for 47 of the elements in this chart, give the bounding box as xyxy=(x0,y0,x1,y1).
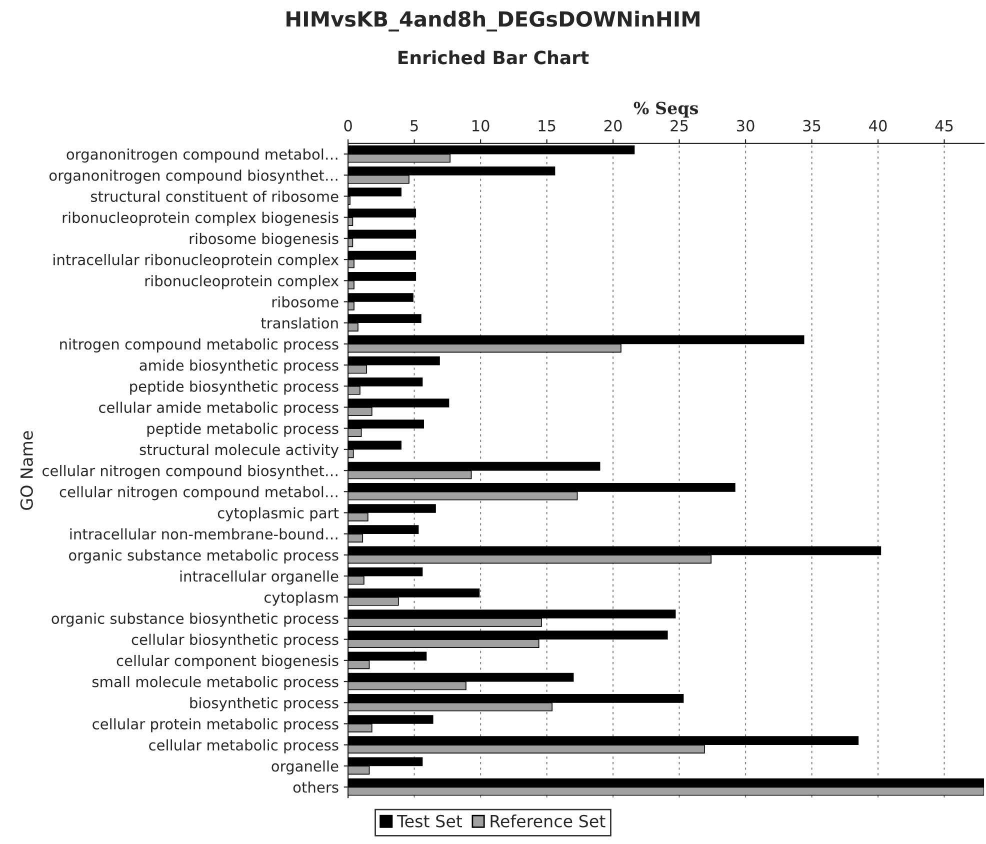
legend-label: Reference Set xyxy=(490,814,606,828)
x-tick-label: 20 xyxy=(604,120,622,132)
y-tick-label: cellular nitrogen compound biosynthet… xyxy=(42,464,338,480)
y-tick-label: cytoplasmic part xyxy=(218,507,339,522)
y-tick-label: cellular metabolic process xyxy=(149,739,338,754)
chart-subtitle: Enriched Bar Chart xyxy=(398,50,589,64)
y-tick-label: amide biosynthetic process xyxy=(140,359,338,374)
y-tick-label: intracellular non-membrane-bound… xyxy=(70,528,338,540)
y-tick-label: structural constituent of ribosome xyxy=(90,190,338,202)
y-tick-label: organic substance metabolic process xyxy=(69,549,338,564)
y-tick-label: biosynthetic process xyxy=(190,697,338,712)
y-tick-label: peptide metabolic process xyxy=(147,422,338,437)
x-tick-label: 35 xyxy=(803,120,820,132)
y-tick-label: cellular nitrogen compound metabol… xyxy=(60,486,338,500)
y-tick-label: intracellular organelle xyxy=(180,570,338,585)
y-tick-label: cytoplasm xyxy=(264,592,338,606)
y-tick-label: cellular protein metabolic process xyxy=(92,718,338,732)
y-tick-label: organonitrogen compound biosynthet… xyxy=(49,170,338,184)
x-tick-label: 45 xyxy=(935,120,953,132)
y-tick-label: ribosome biogenesis xyxy=(190,232,338,248)
y-tick-label: structural molecule activity xyxy=(140,444,339,458)
y-tick-label: ribosome xyxy=(272,296,338,308)
y-tick-label: cellular amide metabolic process xyxy=(99,402,338,416)
y-tick-label: organelle xyxy=(272,760,338,775)
y-tick-label: cellular component biogenesis xyxy=(116,654,338,670)
y-tick-label: peptide biosynthetic process xyxy=(130,380,338,395)
x-tick-label: 5 xyxy=(410,120,418,132)
legend-label: Test Set xyxy=(396,814,462,828)
y-tick-label: cellular biosynthetic process xyxy=(132,634,338,648)
x-axis-title: % Seqs xyxy=(634,102,698,118)
x-tick-label: 25 xyxy=(670,120,688,132)
y-tick-label: small molecule metabolic process xyxy=(92,676,338,690)
y-axis-title: GO Name xyxy=(20,431,33,510)
x-tick-label: 0 xyxy=(344,120,352,132)
x-tick-label: 15 xyxy=(538,120,556,132)
chart-title: HIMvsKB_4and8h_DEGsDOWNinHIM xyxy=(286,10,700,32)
y-tick-label: intracellular ribonucleoprotein complex xyxy=(54,254,339,268)
y-tick-label: ribonucleoprotein complex biogenesis xyxy=(62,212,338,226)
y-tick-label: others xyxy=(293,781,338,793)
y-tick-label: organonitrogen compound metabol… xyxy=(66,148,338,163)
y-tick-label: organic substance biosynthetic process xyxy=(52,612,338,627)
x-tick-label: 40 xyxy=(869,120,887,132)
x-tick-label: 30 xyxy=(736,120,754,132)
y-tick-label: nitrogen compound metabolic process xyxy=(60,338,338,353)
y-tick-label: translation xyxy=(261,317,338,329)
x-tick-label: 10 xyxy=(472,120,490,132)
y-tick-label: ribonucleoprotein complex xyxy=(145,275,339,290)
